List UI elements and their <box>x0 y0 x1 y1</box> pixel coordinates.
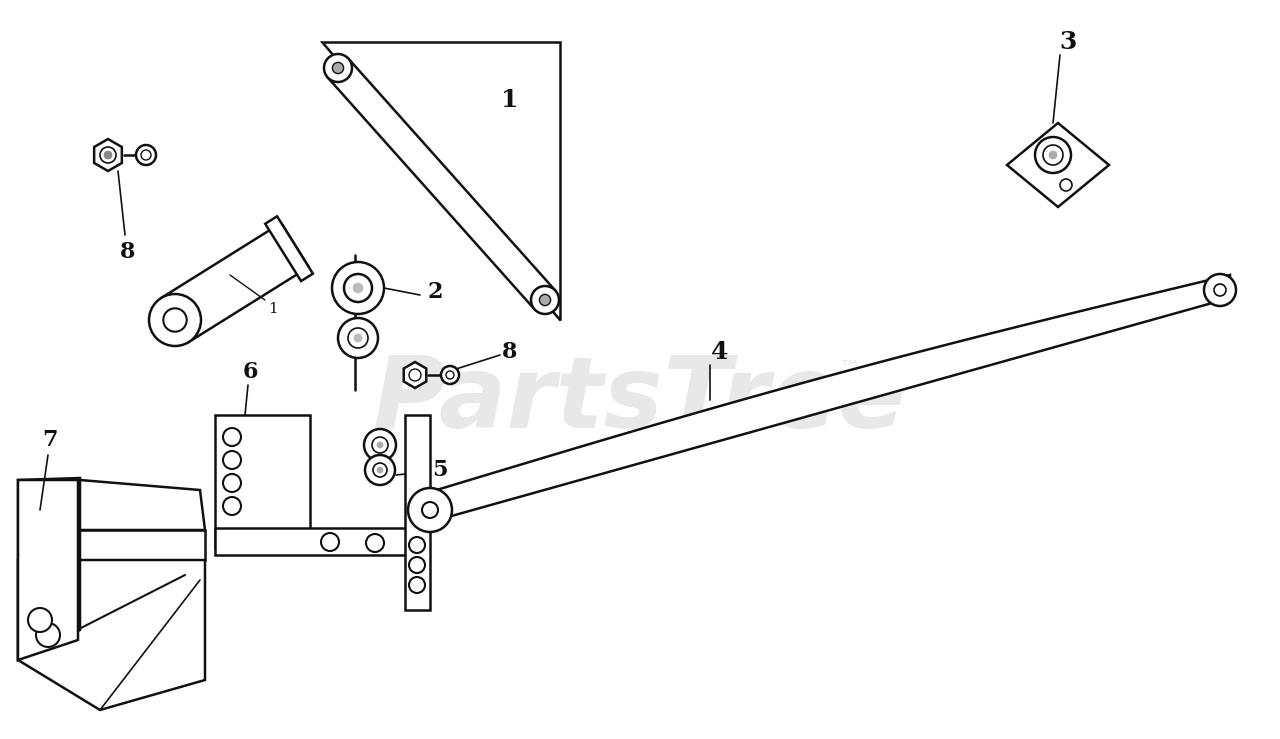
Circle shape <box>223 451 241 469</box>
Circle shape <box>223 428 241 446</box>
Circle shape <box>344 274 372 302</box>
Circle shape <box>408 488 452 532</box>
Polygon shape <box>323 42 559 320</box>
Circle shape <box>442 366 460 384</box>
Polygon shape <box>215 528 420 555</box>
Circle shape <box>223 497 241 515</box>
Polygon shape <box>430 275 1230 522</box>
Polygon shape <box>18 560 205 710</box>
Circle shape <box>445 371 454 379</box>
Circle shape <box>531 286 559 314</box>
Circle shape <box>353 283 364 293</box>
Circle shape <box>141 150 151 160</box>
Text: 1: 1 <box>268 302 278 316</box>
Circle shape <box>355 334 362 342</box>
Circle shape <box>1060 179 1071 191</box>
Text: 2: 2 <box>428 281 443 303</box>
Circle shape <box>1204 274 1236 306</box>
Circle shape <box>1213 284 1226 296</box>
Polygon shape <box>95 139 122 171</box>
Circle shape <box>378 442 383 448</box>
Text: 8: 8 <box>120 241 136 263</box>
Circle shape <box>1036 137 1071 173</box>
Circle shape <box>410 537 425 553</box>
Polygon shape <box>404 415 430 610</box>
Circle shape <box>410 577 425 593</box>
Circle shape <box>324 54 352 82</box>
Polygon shape <box>18 480 205 530</box>
Circle shape <box>366 534 384 552</box>
Circle shape <box>338 318 378 358</box>
Text: 3: 3 <box>1060 30 1076 54</box>
Circle shape <box>372 437 388 453</box>
Polygon shape <box>161 223 308 342</box>
Polygon shape <box>18 530 205 560</box>
Circle shape <box>136 145 156 165</box>
Circle shape <box>410 557 425 573</box>
Polygon shape <box>18 480 78 660</box>
Text: 8: 8 <box>502 341 517 363</box>
Polygon shape <box>265 217 312 281</box>
Text: 5: 5 <box>433 459 448 481</box>
Circle shape <box>148 294 201 346</box>
Circle shape <box>422 502 438 518</box>
Circle shape <box>223 474 241 492</box>
Circle shape <box>28 608 52 632</box>
Circle shape <box>332 262 384 314</box>
Polygon shape <box>18 478 81 660</box>
Circle shape <box>321 533 339 551</box>
Circle shape <box>372 463 387 477</box>
Circle shape <box>364 429 396 461</box>
Circle shape <box>100 147 116 163</box>
Circle shape <box>539 294 550 306</box>
Text: ™: ™ <box>838 360 861 380</box>
Circle shape <box>36 623 60 647</box>
Text: 6: 6 <box>242 361 257 383</box>
Circle shape <box>164 308 187 332</box>
Circle shape <box>1043 145 1062 165</box>
Circle shape <box>365 455 396 485</box>
Text: 4: 4 <box>712 340 728 364</box>
Text: PartsTree: PartsTree <box>374 352 906 449</box>
Text: 7: 7 <box>42 429 58 451</box>
Polygon shape <box>328 58 556 310</box>
Text: 1: 1 <box>502 88 518 112</box>
Polygon shape <box>215 415 310 548</box>
Circle shape <box>378 467 383 473</box>
Polygon shape <box>1007 123 1108 207</box>
Circle shape <box>104 151 113 159</box>
Circle shape <box>410 369 421 381</box>
Circle shape <box>333 62 343 74</box>
Polygon shape <box>403 362 426 388</box>
Circle shape <box>348 328 369 348</box>
Circle shape <box>1050 151 1057 159</box>
